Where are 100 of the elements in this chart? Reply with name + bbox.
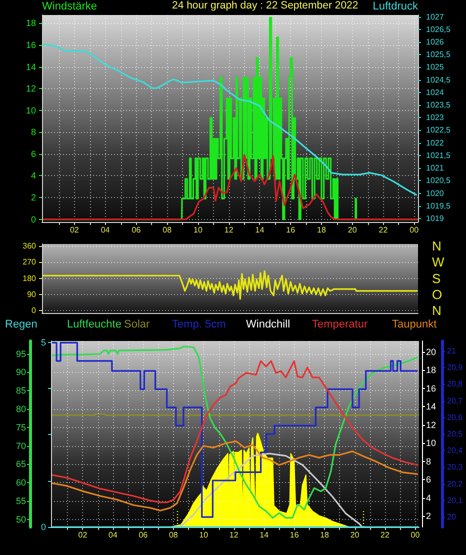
y-tick-label: 85 bbox=[16, 386, 26, 396]
y2-tick-label: 1023,5 bbox=[426, 100, 452, 110]
y3-tick-label: 21 bbox=[447, 346, 456, 356]
x-tick-label: 12 bbox=[224, 226, 234, 234]
y-tick-label: 70 bbox=[16, 440, 26, 451]
y-tick-label: 8 bbox=[30, 127, 36, 138]
x-tick-label: 00 bbox=[410, 530, 420, 540]
x-tick-label: 14 bbox=[255, 226, 265, 234]
y-tick-label: 360 bbox=[22, 241, 37, 250]
y3-tick-label: 20,7 bbox=[447, 396, 464, 406]
y3-tick-label: 20,1 bbox=[447, 496, 464, 505]
x-tick-label: 08 bbox=[162, 226, 172, 234]
x-tick-label: 16 bbox=[286, 226, 296, 234]
text: N bbox=[432, 303, 442, 318]
y-tick-label: 60 bbox=[16, 478, 26, 488]
y-tick-label: 180 bbox=[22, 274, 37, 283]
x-tick-label: 04 bbox=[108, 530, 118, 540]
y2-tick-label: 1025,5 bbox=[426, 50, 452, 60]
y2-tick-label: 1025 bbox=[426, 62, 444, 72]
x-tick-label: 22 bbox=[380, 530, 390, 540]
y2-tick-label: 1027 bbox=[426, 12, 444, 22]
y-tick-label: 14 bbox=[26, 62, 36, 72]
y-tick-label: 65 bbox=[16, 459, 26, 470]
y2-tick-label: 8 bbox=[426, 456, 432, 466]
x-tick-label: 20 bbox=[350, 530, 360, 540]
text: S bbox=[432, 270, 441, 286]
y2-tick-label: 20 bbox=[426, 346, 436, 357]
y2-tick-label: 1021 bbox=[426, 164, 444, 173]
y2-tick-label: 4 bbox=[426, 492, 432, 503]
y3-tick-label: 20,5 bbox=[447, 430, 464, 438]
y2-tick-label: 6 bbox=[426, 474, 432, 485]
x-tick-label: 20 bbox=[348, 226, 358, 234]
x-tick-label: 04 bbox=[100, 226, 110, 234]
y3-tick-label: 20,2 bbox=[447, 479, 464, 488]
line-series bbox=[52, 360, 418, 504]
text: Temperatur bbox=[312, 318, 368, 330]
y2-tick-label: 1026,5 bbox=[426, 24, 452, 34]
chart-title: 24 hour graph day : 22 September 2022 bbox=[172, 0, 358, 12]
y2-tick-label: 1024,5 bbox=[426, 75, 452, 84]
y3-tick-label: 20,9 bbox=[447, 363, 464, 372]
y2-tick-label: 12 bbox=[426, 420, 436, 430]
y-tick-label: 4 bbox=[30, 170, 36, 181]
y2-tick-label: 1020,5 bbox=[426, 176, 452, 186]
series-label: Luftfeuchte bbox=[67, 318, 122, 330]
x-tick-label: 00 bbox=[410, 226, 420, 234]
y2-axis-title: Luftdruck bbox=[372, 0, 418, 12]
x-tick-label: 06 bbox=[138, 530, 148, 540]
x-tick-label: 18 bbox=[320, 530, 330, 540]
y3-tick-label: 20,8 bbox=[447, 380, 464, 389]
y2-tick-label: 1022 bbox=[426, 138, 444, 148]
y-tick-label: 6 bbox=[30, 148, 36, 159]
text: Solar bbox=[124, 318, 150, 330]
y-tick-label: 90 bbox=[16, 367, 26, 378]
x-tick-label: 14 bbox=[260, 530, 270, 540]
x-tick-label: 02 bbox=[70, 226, 80, 234]
y-tick-label: 55 bbox=[16, 496, 26, 506]
y2-tick-label: 1023 bbox=[426, 113, 444, 122]
x-tick-label: 06 bbox=[132, 226, 142, 234]
y2-tick-label: 14 bbox=[426, 402, 436, 412]
y-tick-label: 18 bbox=[26, 18, 36, 28]
line-series bbox=[42, 154, 418, 220]
text: Temp. 5cm bbox=[172, 318, 226, 330]
y-tick-label: 50 bbox=[16, 514, 26, 524]
line-series bbox=[42, 270, 418, 300]
text: W bbox=[432, 254, 445, 270]
y2-tick-label: 1019 bbox=[426, 214, 444, 223]
y2-tick-label: 18 bbox=[426, 365, 436, 376]
y2-tick-label: 1022,5 bbox=[426, 126, 452, 135]
y3-tick-label: 20 bbox=[447, 512, 456, 522]
text: N bbox=[432, 238, 442, 254]
y2-tick-label: 2 bbox=[426, 511, 432, 522]
y-tick-label: 80 bbox=[16, 404, 26, 414]
y2-tick-label: 1026 bbox=[426, 37, 444, 46]
y-tick-label: 10 bbox=[26, 105, 36, 116]
y2-tick-label: 10 bbox=[426, 438, 436, 448]
y2-tick-label: 1020 bbox=[426, 188, 444, 198]
y3-tick-label: 20,4 bbox=[447, 446, 464, 456]
text: Taupunkt bbox=[392, 318, 437, 330]
text: O bbox=[432, 286, 442, 302]
y-tick-label: 16 bbox=[26, 40, 36, 50]
x-tick-label: 12 bbox=[229, 530, 239, 540]
line-series bbox=[52, 440, 418, 512]
text: Regen bbox=[5, 318, 38, 330]
y-axis-title: Windstärke bbox=[42, 0, 98, 12]
legend-label: Windchill bbox=[246, 318, 290, 330]
y-tick-label: 0 bbox=[40, 522, 46, 532]
y3-tick-label: 20,3 bbox=[447, 462, 464, 472]
y3-tick-label: 20,6 bbox=[447, 412, 464, 422]
x-tick-label: 10 bbox=[194, 226, 203, 234]
y2-tick-label: 1019,5 bbox=[426, 201, 452, 210]
y-tick-label: 270 bbox=[22, 258, 37, 267]
y-tick-label: 75 bbox=[16, 422, 26, 432]
y2-tick-label: 1021,5 bbox=[426, 150, 452, 160]
x-tick-label: 08 bbox=[168, 530, 178, 540]
y2-tick-label: 16 bbox=[426, 383, 436, 394]
x-tick-label: 18 bbox=[317, 226, 326, 234]
x-tick-label: 02 bbox=[78, 530, 88, 540]
y-tick-label: 2 bbox=[30, 192, 36, 202]
y-tick-label: 90 bbox=[27, 290, 37, 299]
y-tick-label: 95 bbox=[16, 348, 26, 359]
